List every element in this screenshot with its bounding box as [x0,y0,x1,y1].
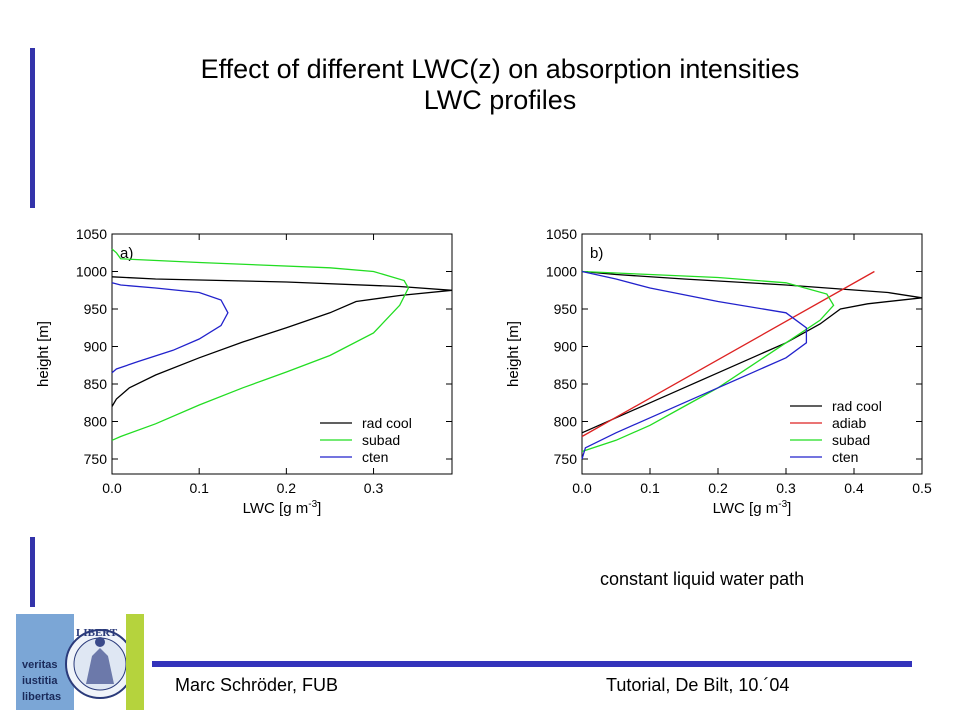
y-tick-label: 950 [554,301,578,317]
logo-motto-line-3: libertas [22,691,61,703]
chart-panel-a: 0.0 0.1 0.2 0.3 750 800 850 900 950 1000 1050 a) hei… [35,226,453,517]
y-tick-label: 750 [84,451,108,467]
y-axis-label: height [m] [505,321,522,387]
footer-divider [152,661,912,667]
slide-title: Effect of different LWC(z) on absorption… [80,54,920,116]
legend-label: cten [362,449,388,465]
x-tick-label: 0.5 [912,480,932,496]
x-tick-label: 0.1 [189,480,209,496]
logo-seal-text: LIBERT [76,627,118,639]
x-axis-label-main: LWC [g m [713,500,779,517]
x-tick-label: 0.1 [640,480,660,496]
x-axis-label: LWC [g m-3] [243,499,322,517]
x-tick-label: 0.0 [572,480,592,496]
y-tick-label: 900 [554,339,578,355]
y-tick-label: 950 [84,301,108,317]
bottom-accent-bar [30,537,35,607]
x-axis-label-exponent: -3 [308,499,317,510]
x-axis-label: LWC [g m-3] [713,499,792,517]
y-tick-label: 850 [84,376,108,392]
y-axis-label: height [m] [35,321,52,387]
y-tick-label: 1000 [76,264,107,280]
series-line-subad [111,248,410,441]
x-axis-label-exponent: -3 [778,499,787,510]
series-line-adiab [581,270,875,438]
plot-frame [581,233,923,475]
x-tick-label: 0.2 [277,480,297,496]
constant-lwp-note: constant liquid water path [600,569,805,589]
legend-label: rad cool [832,398,882,414]
series-line-cten [111,282,229,374]
y-tick-label: 800 [554,414,578,430]
panel-label: b) [590,245,603,262]
x-axis-label-close: ] [787,500,791,517]
logo-green-bar [126,614,144,710]
y-tick-label: 1050 [76,226,107,242]
university-logo: veritas iustitia libertas LIBERT [16,614,144,710]
top-accent-bar [30,48,35,208]
x-axis-label-main: LWC [g m [243,500,309,517]
logo-motto-line-2: iustitia [22,675,58,687]
footer-author: Marc Schröder, FUB [175,675,339,695]
legend-label: rad cool [362,415,412,431]
plot-frame [111,233,453,475]
x-tick-label: 0.2 [708,480,728,496]
y-tick-label: 900 [84,339,108,355]
chart-panel-b: 0.0 0.1 0.2 0.3 0.4 0.5 750 800 850 900 950 1000 105… [505,226,932,517]
title-line-1: Effect of different LWC(z) on absorption… [200,54,800,84]
y-tick-label: 750 [554,451,578,467]
x-axis-label-close: ] [317,500,321,517]
logo-blue-panel [16,614,74,710]
university-seal-icon [65,629,135,699]
y-tick-label: 850 [554,376,578,392]
footer-event: Tutorial, De Bilt, 10.´04 [606,675,790,695]
legend-label: subad [832,432,870,448]
x-tick-label: 0.4 [844,480,864,496]
x-tick-label: 0.0 [102,480,122,496]
y-tick-label: 800 [84,414,108,430]
series-line-rad-cool [581,270,923,434]
series-line-rad-cool [111,276,453,407]
legend-label: adiab [832,415,866,431]
series-line-subad [581,270,835,453]
series-line-cten [581,270,808,460]
x-tick-label: 0.3 [364,480,384,496]
x-tick-label: 0.3 [776,480,796,496]
title-line-2: LWC profiles [423,85,577,115]
logo-motto-line-1: veritas [22,659,57,671]
y-tick-label: 1000 [546,264,577,280]
y-tick-label: 1050 [546,226,577,242]
panel-label: a) [120,245,133,262]
legend-label: subad [362,432,400,448]
legend-label: cten [832,449,858,465]
